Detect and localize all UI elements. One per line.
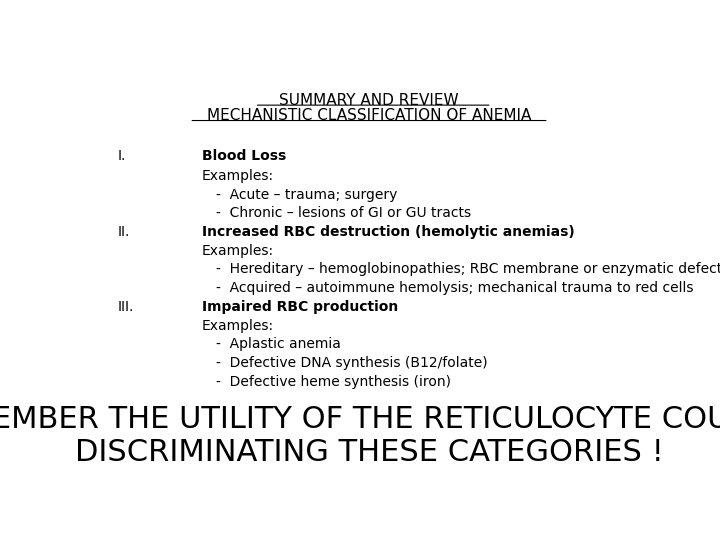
- Text: II.: II.: [118, 225, 130, 239]
- Text: Examples:: Examples:: [202, 244, 274, 258]
- Text: SUMMARY AND REVIEW: SUMMARY AND REVIEW: [279, 93, 459, 107]
- Text: III.: III.: [118, 300, 134, 314]
- Text: -  Aplastic anemia: - Aplastic anemia: [215, 337, 341, 351]
- Text: -  Acquired – autoimmune hemolysis; mechanical trauma to red cells: - Acquired – autoimmune hemolysis; mecha…: [215, 281, 693, 295]
- Text: I.: I.: [118, 149, 126, 163]
- Text: Examples:: Examples:: [202, 169, 274, 183]
- Text: REMEMBER THE UTILITY OF THE RETICULOCYTE COUNT IN: REMEMBER THE UTILITY OF THE RETICULOCYTE…: [0, 404, 720, 434]
- Text: -  Defective heme synthesis (iron): - Defective heme synthesis (iron): [215, 375, 451, 389]
- Text: Examples:: Examples:: [202, 319, 274, 333]
- Text: -  Hereditary – hemoglobinopathies; RBC membrane or enzymatic defects: - Hereditary – hemoglobinopathies; RBC m…: [215, 262, 720, 276]
- Text: MECHANISTIC CLASSIFICATION OF ANEMIA: MECHANISTIC CLASSIFICATION OF ANEMIA: [207, 108, 531, 123]
- Text: -  Defective DNA synthesis (B12/folate): - Defective DNA synthesis (B12/folate): [215, 356, 487, 370]
- Text: Impaired RBC production: Impaired RBC production: [202, 300, 398, 314]
- Text: -  Acute – trauma; surgery: - Acute – trauma; surgery: [215, 187, 397, 201]
- Text: DISCRIMINATING THESE CATEGORIES !: DISCRIMINATING THESE CATEGORIES !: [75, 438, 663, 467]
- Text: Blood Loss: Blood Loss: [202, 149, 286, 163]
- Text: Increased RBC destruction (hemolytic anemias): Increased RBC destruction (hemolytic ane…: [202, 225, 575, 239]
- Text: -  Chronic – lesions of GI or GU tracts: - Chronic – lesions of GI or GU tracts: [215, 206, 471, 220]
